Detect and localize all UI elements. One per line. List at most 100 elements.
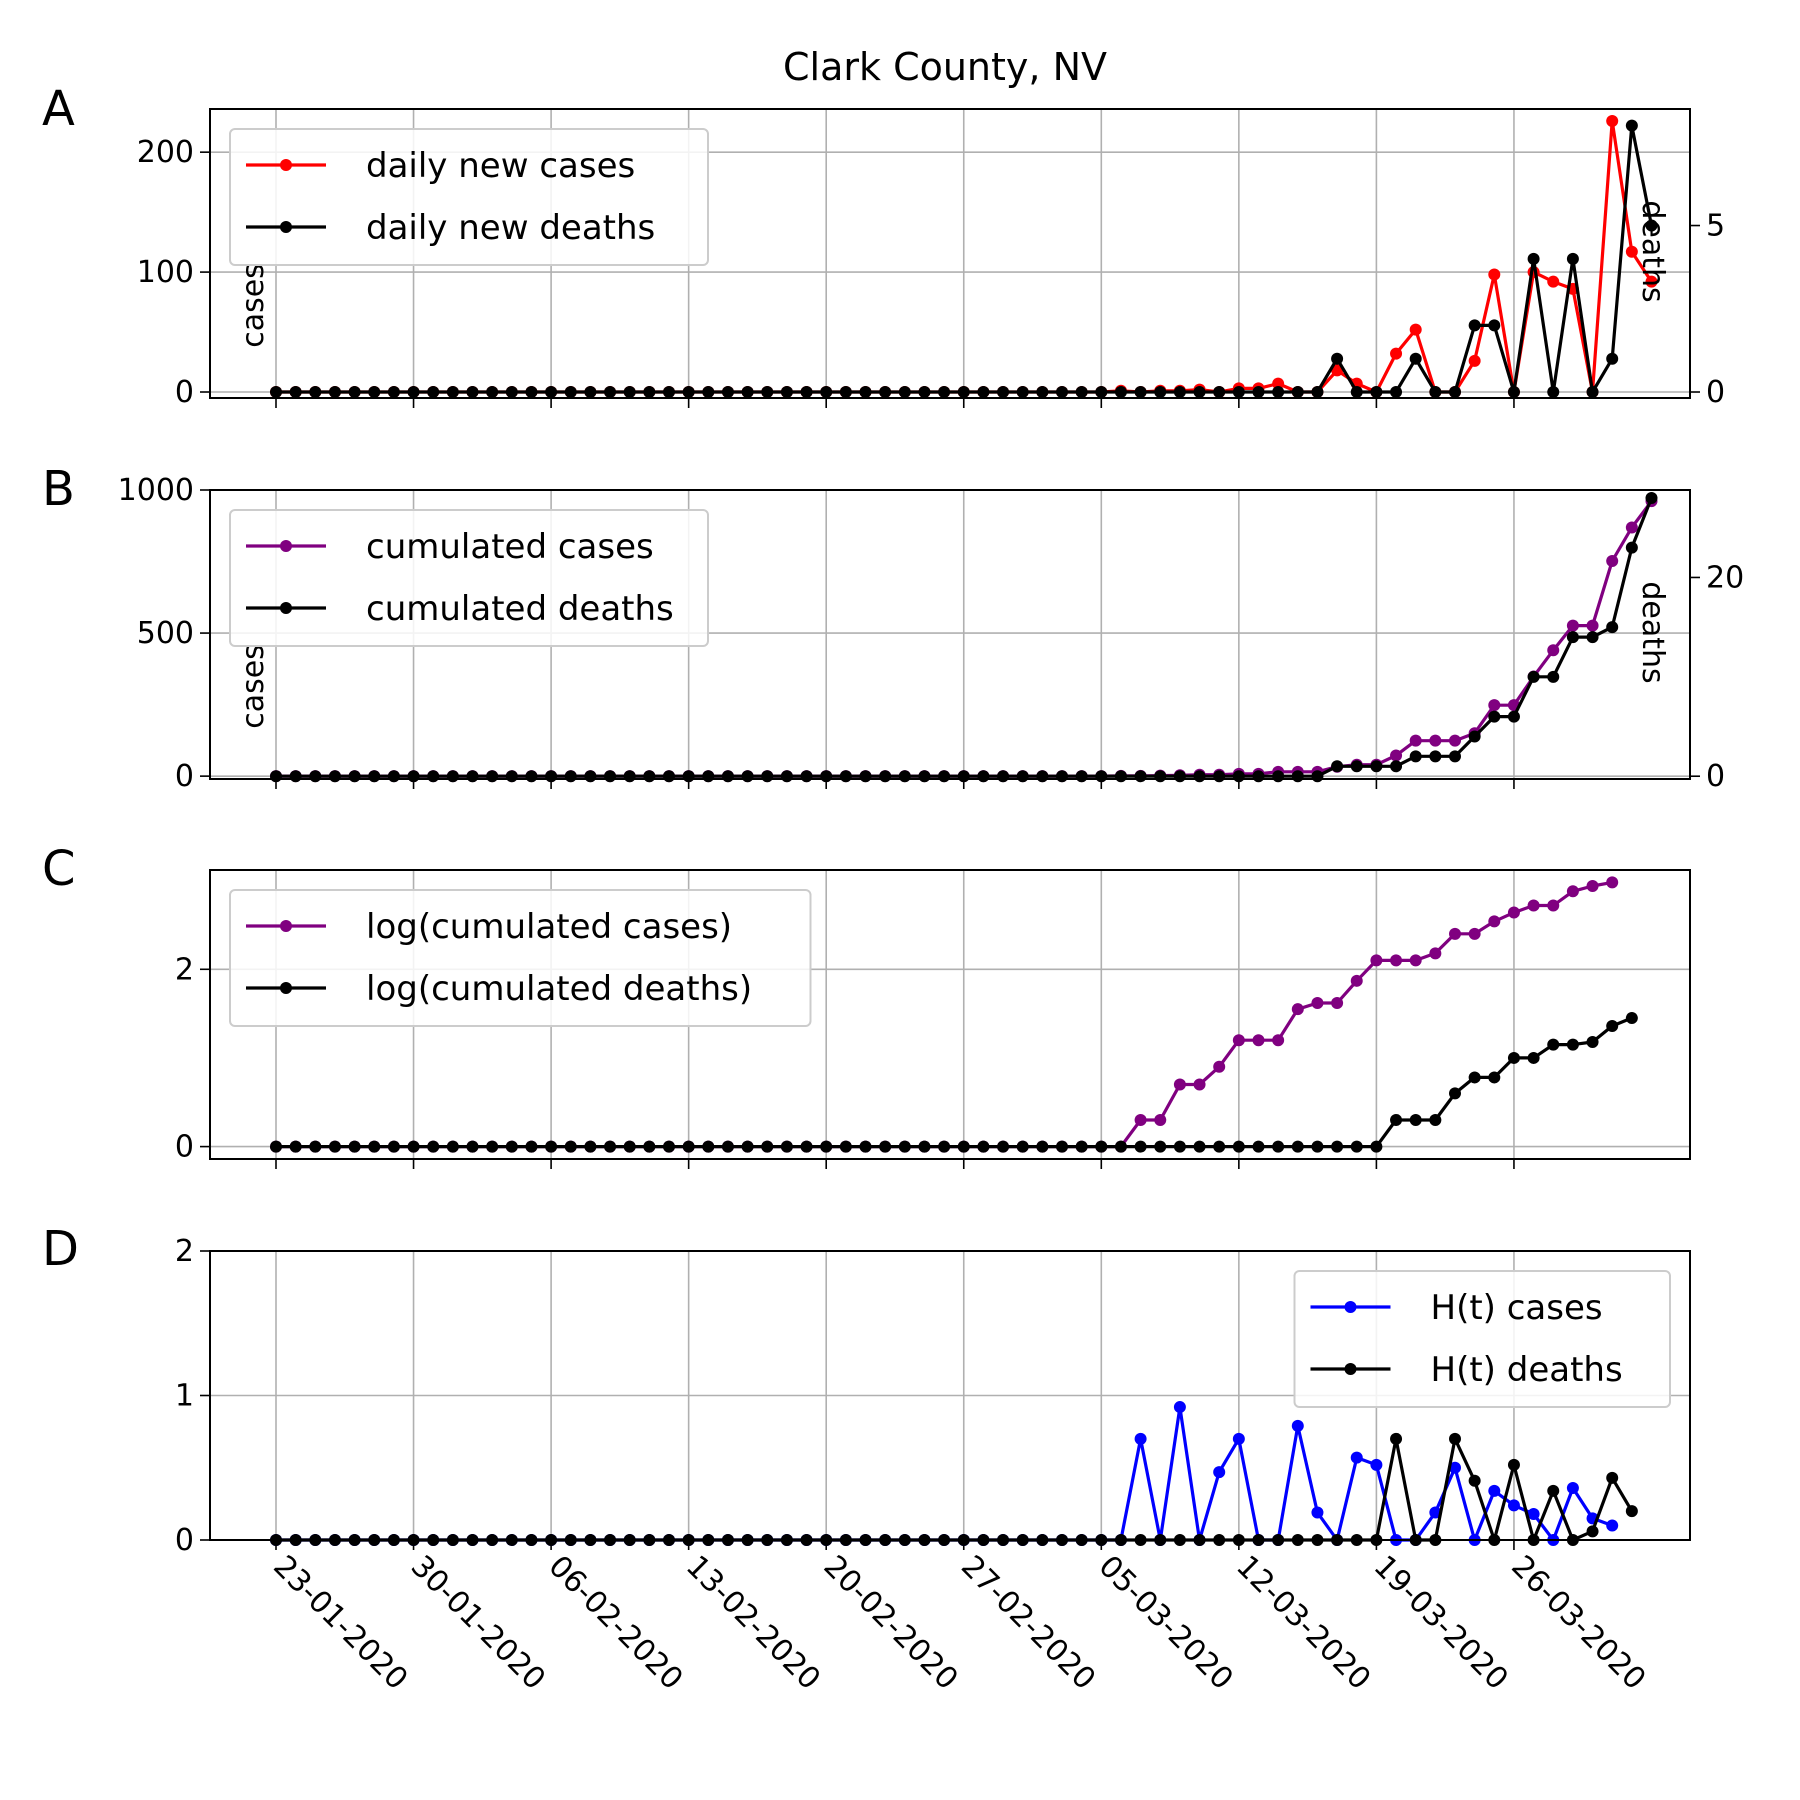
data-point: [1311, 770, 1324, 783]
data-point: [1606, 621, 1619, 634]
data-point: [879, 770, 892, 783]
data-point: [1547, 670, 1560, 683]
data-point: [1566, 631, 1579, 644]
data-point: [1016, 770, 1029, 783]
data-point: [1566, 1038, 1579, 1051]
data-point: [997, 386, 1010, 399]
y-tick-label: 200: [137, 135, 194, 170]
data-point: [427, 386, 440, 399]
data-point: [1232, 1432, 1245, 1445]
data-point: [1468, 730, 1481, 743]
series-2: [270, 1012, 1638, 1153]
data-point: [1429, 750, 1442, 763]
data-point: [368, 770, 381, 783]
y-tick-label: 0: [175, 1130, 194, 1165]
data-point: [584, 770, 597, 783]
data-point: [387, 1140, 400, 1153]
data-point: [977, 386, 990, 399]
data-point: [486, 386, 499, 399]
y-right-tick-label: 20: [1706, 560, 1744, 595]
data-point: [761, 770, 774, 783]
data-point: [1311, 386, 1324, 399]
data-point: [1272, 377, 1285, 390]
data-point: [938, 770, 951, 783]
data-point: [1449, 386, 1461, 399]
data-point: [1370, 1140, 1383, 1153]
data-point: [564, 386, 577, 399]
data-point: [1232, 770, 1245, 783]
data-point: [1370, 760, 1383, 773]
data-point: [1606, 114, 1619, 127]
data-point: [1311, 1506, 1324, 1519]
series-2: [270, 1432, 1638, 1546]
data-point: [270, 1140, 282, 1153]
data-point: [328, 1140, 341, 1153]
data-point: [702, 386, 715, 399]
data-point: [1350, 1451, 1363, 1464]
data-point: [1566, 885, 1579, 898]
legend-entry: cumulated deaths: [366, 589, 674, 629]
data-point: [820, 386, 833, 399]
axes-frame: [209, 108, 1691, 399]
y-tick-label: 1: [175, 1379, 194, 1414]
data-point: [1370, 954, 1383, 967]
data-point: [623, 1140, 636, 1153]
data-point: [1429, 947, 1442, 960]
x-tick-label: 30-01-2020: [404, 1549, 552, 1697]
data-point: [1272, 1034, 1285, 1047]
data-point: [1134, 1432, 1147, 1445]
data-point: [1429, 386, 1442, 399]
panel-letter: A: [42, 81, 75, 137]
data-point: [721, 1140, 734, 1153]
data-point: [780, 386, 793, 399]
legend-entry: log(cumulated cases): [366, 907, 732, 947]
data-point: [1213, 770, 1226, 783]
data-point: [1606, 554, 1619, 567]
data-point: [1547, 899, 1560, 912]
panel-letter: B: [42, 461, 75, 517]
data-point: [1291, 1140, 1304, 1153]
data-point: [1488, 319, 1501, 332]
data-point: [1193, 770, 1206, 783]
legend-entry: cumulated cases: [366, 527, 654, 567]
data-point: [289, 386, 302, 399]
data-point: [1291, 1003, 1304, 1016]
data-point: [957, 1140, 970, 1153]
legend-box: [229, 509, 709, 647]
data-point: [643, 1140, 656, 1153]
data-point: [1586, 879, 1599, 892]
data-point: [525, 770, 538, 783]
data-point: [1350, 974, 1363, 987]
data-point: [604, 386, 617, 399]
data-point: [1488, 1484, 1501, 1497]
data-point: [1409, 352, 1422, 365]
data-point: [1134, 770, 1147, 783]
data-point: [800, 1140, 813, 1153]
data-point: [1350, 1140, 1363, 1153]
data-point: [1488, 915, 1501, 928]
x-tick-label: 27-02-2020: [954, 1549, 1102, 1697]
data-point: [761, 386, 774, 399]
data-point: [407, 386, 420, 399]
data-point: [1134, 1113, 1147, 1126]
legend-entry: daily new deaths: [366, 208, 655, 248]
data-point: [1488, 268, 1501, 281]
data-point: [1507, 906, 1520, 919]
data-point: [1468, 319, 1481, 332]
data-point: [505, 770, 518, 783]
data-point: [1232, 1140, 1245, 1153]
legend-swatch-marker: [280, 540, 292, 552]
data-point: [1193, 386, 1206, 399]
data-point: [879, 386, 892, 399]
data-point: [721, 386, 734, 399]
y-tick-label: 2: [175, 952, 194, 987]
data-point: [1645, 219, 1658, 232]
data-point: [1429, 734, 1442, 747]
data-point: [1390, 749, 1403, 762]
data-point: [1232, 1034, 1245, 1047]
y-axis-label: cases: [236, 644, 271, 729]
data-point: [1390, 386, 1403, 399]
series-line: [276, 1016, 1633, 1149]
data-point: [1586, 1035, 1599, 1048]
data-point: [525, 386, 538, 399]
